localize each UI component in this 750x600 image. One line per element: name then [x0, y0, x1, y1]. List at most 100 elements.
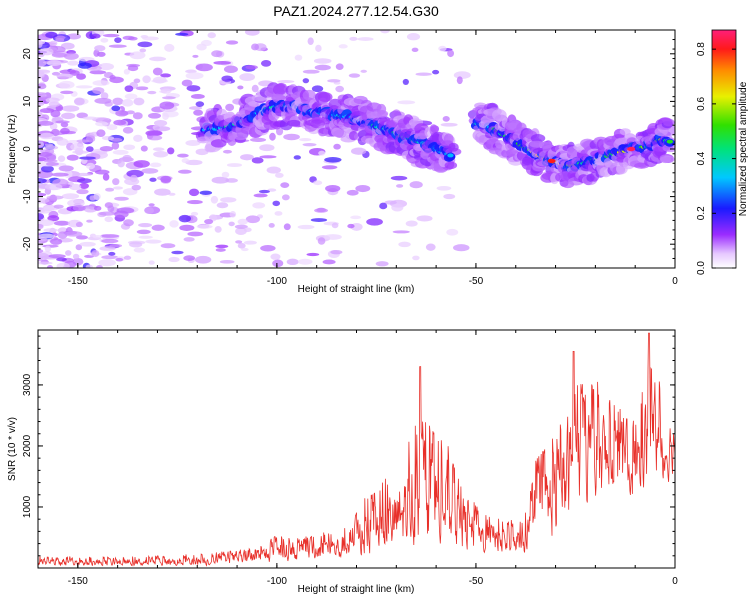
spectrogram-noise-cell	[106, 124, 118, 131]
spectrogram-noise-cell	[281, 194, 290, 201]
spectrogram-noise-cell	[58, 165, 74, 172]
spectrogram-noise-cell	[237, 218, 248, 225]
spectrogram-noise-cell	[54, 35, 66, 40]
spectrogram-noise-cell	[56, 138, 69, 146]
spectrogram-noise-cell	[177, 153, 189, 158]
spectrogram-noise-cell	[91, 33, 101, 39]
spectrogram-noise-cell	[38, 248, 44, 254]
spectrogram-noise-cell	[171, 250, 184, 255]
spectrogram-noise-cell	[159, 101, 175, 110]
spectrogram-noise-cell	[145, 239, 162, 244]
spectrogram-noise-cell	[74, 172, 92, 177]
spectrogram-noise-cell	[94, 169, 110, 175]
spectrogram-noise-cell	[406, 33, 421, 41]
spectrogram-noise-cell	[96, 129, 106, 137]
spectrogram-noise-cell	[443, 193, 456, 200]
spectrogram-noise-cell	[112, 149, 129, 155]
spectrogram-halo-cell	[376, 111, 388, 118]
colorbar-ticks: 0.0 0.2 0.4 0.6 0.8	[696, 42, 736, 275]
spectrogram-noise-cell	[294, 54, 303, 61]
spectrogram-noise-cell	[79, 241, 96, 247]
spectrogram-noise-cell	[101, 234, 120, 238]
spectrogram-noise-cell	[99, 146, 114, 152]
spectrogram-noise-cell	[267, 188, 277, 192]
spectrogram-noise-cell	[85, 146, 94, 153]
colorbar-tick-label: 0.4	[696, 151, 707, 165]
spectrogram-noise-cell	[79, 182, 90, 189]
spectrogram-noise-cell	[61, 112, 76, 120]
spectrogram-noise-cell	[402, 78, 409, 86]
spectrogram-noise-cell	[160, 88, 172, 94]
spectrogram-noise-cell	[39, 108, 55, 114]
spectrogram-halo-cell	[225, 103, 235, 112]
spectrogram-noise-cell	[283, 133, 300, 141]
spectrogram-noise-cell	[56, 262, 70, 268]
spectrogram-noise-cell	[69, 183, 82, 191]
spectrogram-noise-cell	[322, 259, 336, 265]
spectrogram-noise-cell	[350, 215, 362, 220]
spectrogram-noise-cell	[397, 100, 416, 105]
spectrogram-y-tick-label: 20	[22, 48, 33, 60]
spectrogram-noise-cell	[38, 223, 44, 230]
spectrogram-halo-cell	[286, 119, 302, 127]
spectrogram-noise-cell	[109, 244, 123, 248]
spectrogram-noise-cell	[121, 99, 134, 107]
spectrogram-noise-cell	[251, 84, 259, 93]
spectrogram-noise-cell	[223, 65, 238, 73]
spectrogram-noise-cell	[259, 144, 275, 152]
spectrogram-noise-cell	[259, 155, 277, 159]
spectrogram-noise-cell	[148, 260, 155, 265]
spectrogram-noise-cell	[76, 235, 88, 240]
spectrogram-noise-cell	[147, 135, 163, 141]
spectrogram-noise-cell	[127, 65, 139, 72]
spectrogram-noise-cell	[207, 32, 216, 39]
spectrogram-noise-cell	[318, 150, 326, 156]
spectrogram-noise-cell	[75, 221, 83, 228]
snr-frame	[37, 329, 676, 569]
spectrogram-noise-cell	[84, 254, 95, 258]
spectrogram-noise-cell	[38, 120, 54, 126]
spectrogram-noise-cell	[124, 85, 134, 92]
spectrogram-noise-cell	[56, 73, 74, 79]
spectrogram-noise-cell	[314, 208, 329, 213]
spectrogram-noise-cell	[53, 204, 64, 209]
spectrogram-noise-cell	[297, 258, 313, 265]
spectrogram-noise-cell	[98, 211, 116, 216]
spectrogram-noise-cell	[114, 196, 129, 201]
spectrogram-noise-cell	[380, 30, 390, 34]
spectrogram-noise-cell	[93, 205, 102, 211]
spectrogram-noise-cell	[139, 48, 147, 53]
spectrogram-halo-cell	[233, 132, 248, 141]
spectrogram-noise-cell	[297, 224, 315, 230]
spectrogram-noise-cell	[168, 256, 180, 263]
spectrogram-noise-cell	[149, 162, 162, 168]
snr-y-tick-label: 1000	[22, 495, 33, 518]
spectrogram-noise-cell	[65, 250, 72, 256]
spectrogram-noise-cell	[89, 70, 107, 75]
colorbar-tick-label: 0.6	[696, 96, 707, 110]
spectrogram-noise-cell	[86, 135, 96, 143]
spectrogram-noise-cell	[95, 121, 109, 127]
spectrogram-noise-cell	[253, 193, 268, 198]
spectrogram-noise-cell	[108, 44, 127, 48]
spectrogram-noise-cell	[269, 132, 276, 141]
spectrogram-noise-cell	[244, 30, 260, 36]
spectrogram-noise-cell	[313, 58, 332, 64]
spectrogram-noise-cell	[221, 171, 230, 178]
spectrogram-noise-cell	[215, 244, 229, 249]
spectrogram-noise-cell	[77, 62, 92, 69]
spectrogram-noise-cell	[228, 221, 235, 227]
spectrogram-y-tick-label: 0	[22, 146, 33, 152]
spectrogram-noise-cell	[82, 116, 98, 120]
spectrogram-noise-cell	[213, 60, 232, 65]
spectrogram-noise-cell	[270, 253, 281, 260]
spectrogram-noise-cell	[57, 231, 68, 239]
spectrogram-noise-cell	[108, 251, 116, 256]
spectrogram-noise-cell	[109, 75, 116, 80]
spectrogram-noise-cell	[347, 223, 355, 229]
spectrogram-noise-cell	[50, 238, 63, 245]
spectrogram-noise-cell	[286, 258, 299, 266]
spectrogram-noise-cell	[237, 85, 244, 90]
spectrogram-noise-cell	[249, 137, 267, 142]
